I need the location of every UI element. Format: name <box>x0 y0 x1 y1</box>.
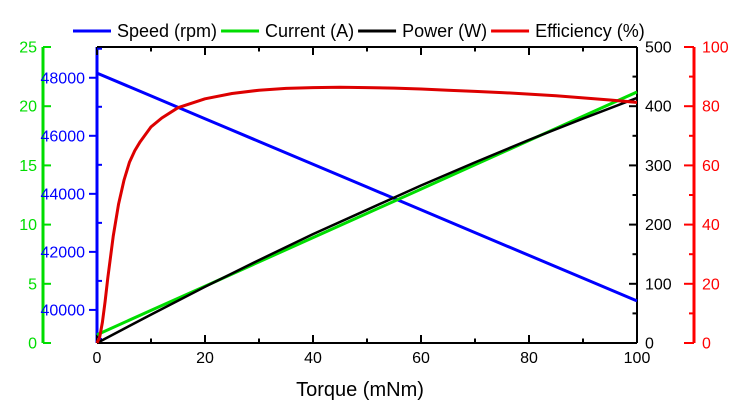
x-tick-label: 0 <box>93 350 102 367</box>
x-tick-label: 100 <box>624 350 651 367</box>
series-efficiency-line <box>95 85 638 344</box>
x-tick-label: 20 <box>196 350 214 367</box>
efficiency-legend-label: Efficiency (%) <box>535 21 645 41</box>
current-legend-label: Current (A) <box>265 21 354 41</box>
current-tick-label: 20 <box>19 99 37 116</box>
current-tick-label: 10 <box>19 217 37 234</box>
x-tick-label: 60 <box>412 350 430 367</box>
legend-item-current: Current (A) <box>221 21 354 41</box>
speed-tick-label: 48000 <box>41 70 86 87</box>
efficiency-tick-label: 0 <box>702 336 711 353</box>
series-layer <box>95 71 638 345</box>
speed-tick-label: 44000 <box>41 186 86 203</box>
current-tick-label: 5 <box>28 276 37 293</box>
power-tick-label: 500 <box>645 40 672 57</box>
current-tick-label: 0 <box>28 336 37 353</box>
x-tick-label: 40 <box>304 350 322 367</box>
speed-legend-label: Speed (rpm) <box>117 21 217 41</box>
current-tick-label: 25 <box>19 40 37 57</box>
efficiency-tick-label: 100 <box>702 40 729 57</box>
series-speed-line <box>96 71 638 303</box>
power-tick-label: 300 <box>645 158 672 175</box>
speed-tick-label: 46000 <box>41 128 86 145</box>
power-legend-label: Power (W) <box>402 21 487 41</box>
efficiency-tick-label: 80 <box>702 99 720 116</box>
power-tick-label: 0 <box>645 336 654 353</box>
legend-item-power: Power (W) <box>358 21 487 41</box>
legend-item-speed: Speed (rpm) <box>73 21 217 41</box>
efficiency-tick-label: 20 <box>702 276 720 293</box>
current-tick-label: 15 <box>19 158 37 175</box>
power-tick-label: 400 <box>645 99 672 116</box>
axes-layer: 0 20 40 60 80 1000510152025400004200044000460… <box>19 40 729 368</box>
efficiency-tick-label: 40 <box>702 217 720 234</box>
efficiency-tick-label: 60 <box>702 158 720 175</box>
power-tick-label: 200 <box>645 217 672 234</box>
series-power-line <box>96 96 638 345</box>
speed-tick-label: 40000 <box>41 302 86 319</box>
power-tick-label: 100 <box>645 276 672 293</box>
speed-tick-label: 42000 <box>41 244 86 261</box>
x-axis-title: Torque (mNm) <box>296 379 424 401</box>
x-tick-label: 80 <box>520 350 538 367</box>
legend-item-efficiency: Efficiency (%) <box>491 21 645 41</box>
legend: Speed (rpm) Current (A) Power (W) Effici… <box>73 21 645 41</box>
